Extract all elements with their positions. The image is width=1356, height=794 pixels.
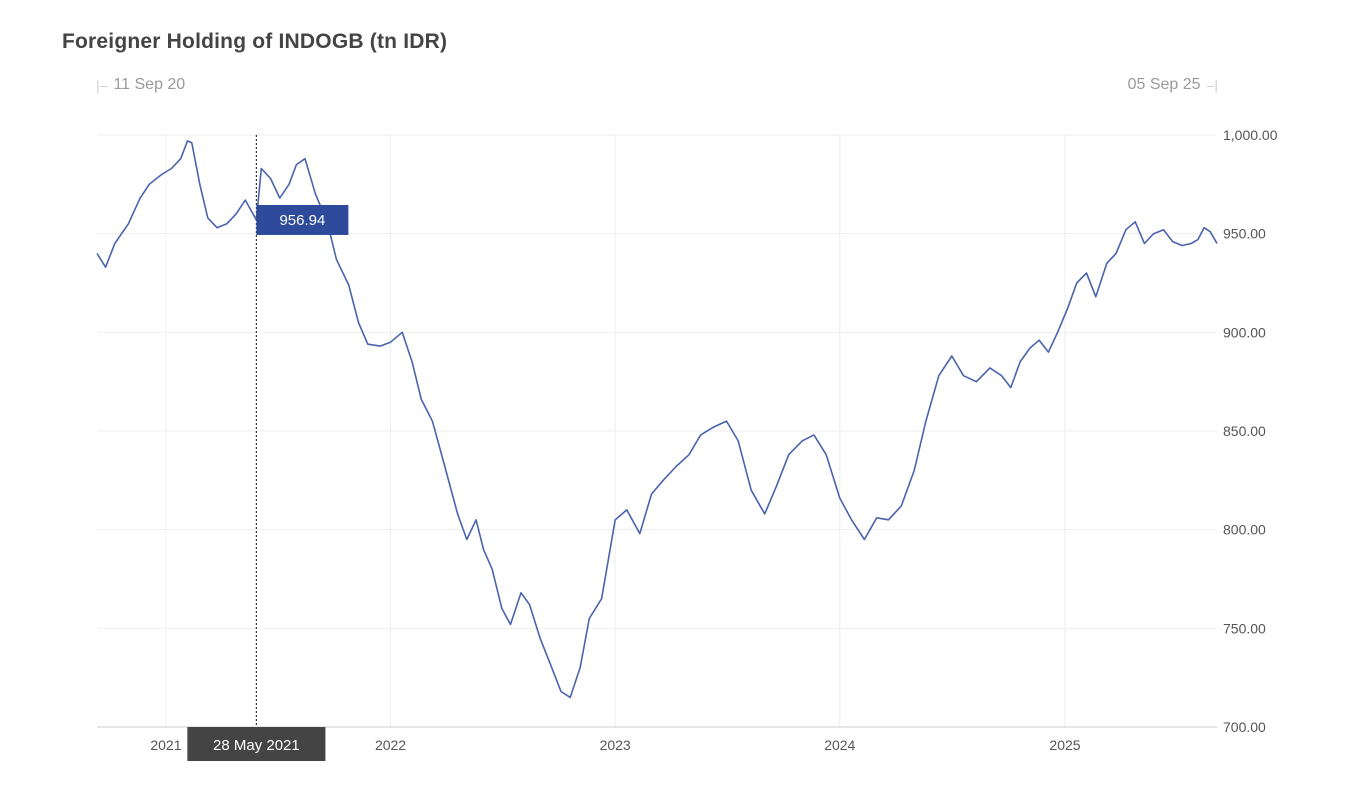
x-tick-label: 2024: [824, 737, 855, 753]
tooltip-date-badge: [187, 727, 326, 761]
y-tick-label: 950.00: [1223, 226, 1266, 242]
range-start-selector[interactable]: |– 11 Sep 20: [96, 76, 185, 94]
y-tick-label: 900.00: [1223, 324, 1266, 340]
tooltip-date-label: 28 May 2021: [213, 737, 300, 754]
x-tick-label: 2023: [600, 737, 631, 753]
y-tick-label: 850.00: [1223, 423, 1266, 439]
tooltip-value-badge: [256, 204, 349, 235]
tooltip-value-label: 956.94: [279, 212, 325, 229]
y-tick-label: 750.00: [1223, 620, 1266, 636]
range-end-label: 05 Sep 25: [1127, 76, 1201, 93]
y-tick-label: 1,000.00: [1223, 127, 1278, 143]
y-tick-label: 800.00: [1223, 522, 1266, 538]
x-tick-label: 2022: [375, 737, 406, 753]
range-end-handle-icon[interactable]: –|: [1206, 77, 1218, 93]
tooltip-layer: 956.94 28 May 2021: [187, 135, 349, 761]
series-layer[interactable]: [96, 140, 1218, 699]
x-tick-label: 2021: [150, 737, 181, 753]
y-tick-label: 700.00: [1223, 719, 1266, 735]
range-start-label: 11 Sep 20: [113, 76, 186, 93]
series-line[interactable]: [96, 140, 1218, 699]
range-end-selector[interactable]: 05 Sep 25 –|: [1128, 76, 1218, 94]
chart-title: Foreigner Holding of INDOGB (tn IDR): [62, 30, 448, 53]
x-tick-label: 2025: [1049, 737, 1080, 753]
range-start-handle-icon[interactable]: |–: [96, 77, 108, 93]
